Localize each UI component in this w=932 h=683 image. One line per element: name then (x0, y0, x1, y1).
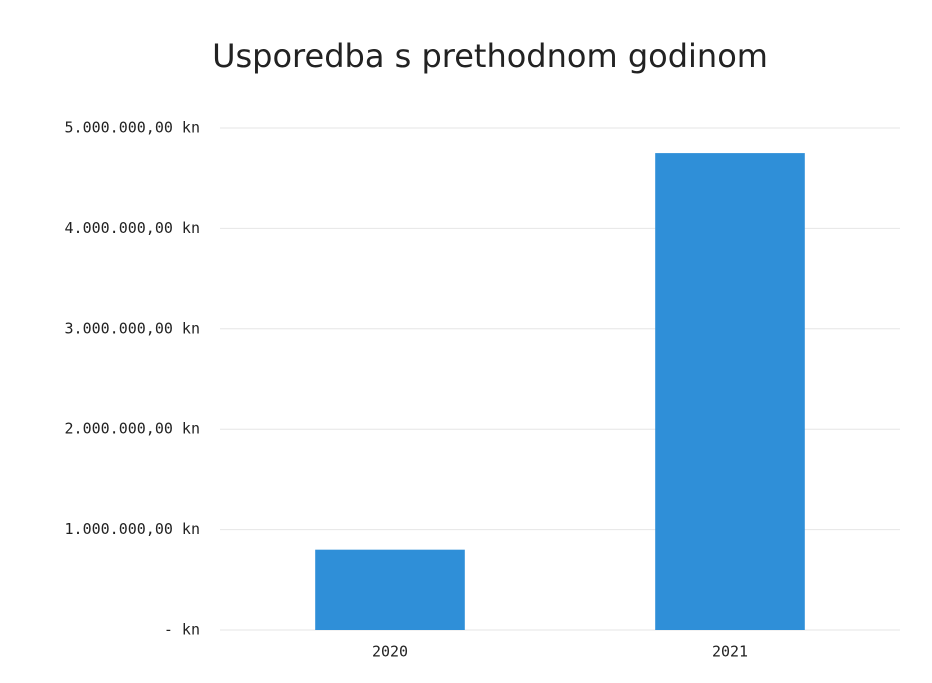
y-tick-label: 5.000.000,00 kn (65, 119, 200, 137)
bar (655, 153, 805, 630)
y-tick-label: 1.000.000,00 kn (65, 520, 200, 538)
chart-title: Usporedba s prethodnom godinom (212, 37, 768, 75)
x-tick-label: 2021 (712, 643, 748, 661)
y-tick-label: 3.000.000,00 kn (65, 319, 200, 337)
x-tick-label: 2020 (372, 643, 408, 661)
bar (315, 549, 465, 630)
y-tick-label: 4.000.000,00 kn (65, 219, 200, 237)
y-tick-label: - kn (164, 621, 200, 639)
y-tick-label: 2.000.000,00 kn (65, 420, 200, 438)
